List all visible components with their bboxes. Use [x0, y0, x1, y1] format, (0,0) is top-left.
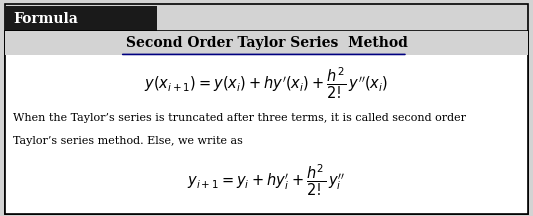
FancyBboxPatch shape	[5, 4, 528, 214]
Text: $y(x_{i+1}) = y(x_i) + hy'(x_i) + \dfrac{h^2}{2!}\, y''(x_i)$: $y(x_{i+1}) = y(x_i) + hy'(x_i) + \dfrac…	[144, 65, 389, 101]
Text: $y_{i+1} = y_i + hy_i' + \dfrac{h^2}{2!}\, y_i''$: $y_{i+1} = y_i + hy_i' + \dfrac{h^2}{2!}…	[188, 163, 345, 198]
FancyBboxPatch shape	[5, 31, 528, 214]
Text: Formula: Formula	[13, 12, 78, 26]
Text: Second Order Taylor Series  Method: Second Order Taylor Series Method	[126, 36, 407, 50]
FancyBboxPatch shape	[5, 31, 528, 55]
Text: Taylor’s series method. Else, we write as: Taylor’s series method. Else, we write a…	[13, 137, 243, 146]
FancyBboxPatch shape	[5, 6, 157, 31]
Text: When the Taylor’s series is truncated after three terms, it is called second ord: When the Taylor’s series is truncated af…	[13, 113, 466, 123]
